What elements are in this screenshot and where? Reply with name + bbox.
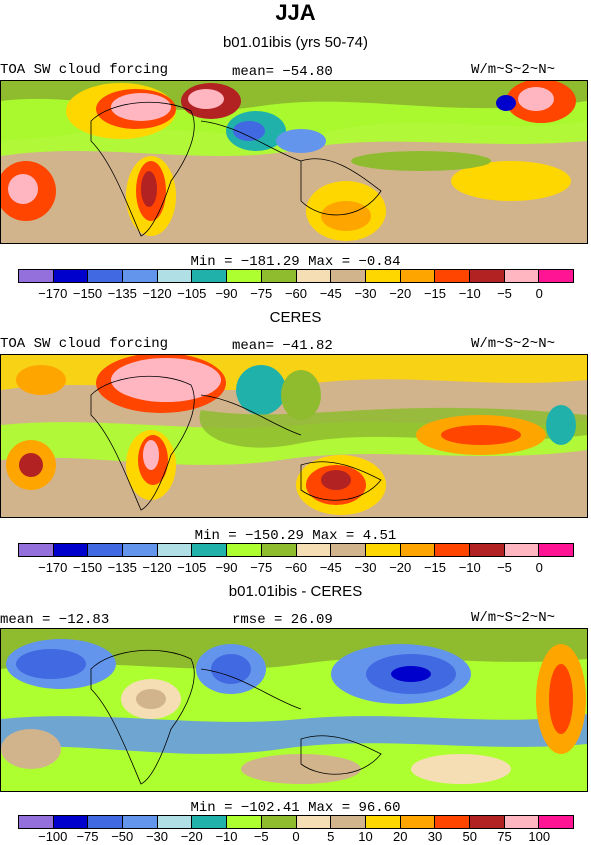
colorbar-tick-label: −50 bbox=[111, 829, 134, 844]
panel-1-map bbox=[0, 80, 588, 244]
colorbar-tick-label: −60 bbox=[284, 286, 308, 301]
colorbar-tick-label: 10 bbox=[358, 829, 373, 844]
colorbar-tick-label: −5 bbox=[497, 286, 512, 301]
colorbar-tick-label: −30 bbox=[354, 286, 377, 301]
colorbar-tick-label: −150 bbox=[72, 286, 103, 301]
panel-1-colorbar-labels: −170 −150 −135 −120 −105 −90 −75 −60 −45… bbox=[18, 286, 574, 302]
panel-1-mean-label: mean= −54.80 bbox=[232, 64, 333, 80]
colorbar-tick-label: −10 bbox=[458, 286, 481, 301]
panel-1-variable-label: TOA SW cloud forcing bbox=[0, 62, 169, 78]
season-title: JJA bbox=[275, 0, 316, 25]
panel-1-colorbar bbox=[18, 269, 574, 283]
panel-1-units-label: W/m~S~2~N~ bbox=[471, 62, 556, 78]
panel-3-map bbox=[0, 628, 588, 792]
panel-3-colorbar-labels: −100 −75 −50 −30 −20 −10 −5 0 5 10 20 30… bbox=[18, 829, 574, 845]
colorbar-tick-label: −10 bbox=[215, 829, 238, 844]
colorbar-tick-label: 75 bbox=[497, 829, 512, 844]
colorbar-tick-label: −105 bbox=[177, 286, 207, 301]
colorbar-tick-label: 5 bbox=[327, 829, 335, 844]
colorbar-tick-label: −15 bbox=[423, 560, 447, 575]
colorbar-tick-label: −30 bbox=[145, 829, 169, 844]
colorbar-tick-label: −100 bbox=[38, 829, 68, 844]
panel-2-colorbar bbox=[18, 543, 574, 557]
panel-1-minmax: Min = −181.29 Max = −0.84 bbox=[190, 254, 401, 270]
colorbar-tick-label: −20 bbox=[389, 286, 412, 301]
colorbar-tick-label: −45 bbox=[319, 560, 342, 575]
panel-1-title: b01.01ibis (yrs 50-74) bbox=[222, 34, 369, 51]
colorbar-tick-label: −75 bbox=[76, 829, 99, 844]
colorbar-tick-label: −75 bbox=[250, 560, 273, 575]
panel-3-units-label: W/m~S~2~N~ bbox=[471, 610, 556, 626]
colorbar-tick-label: 0 bbox=[535, 286, 543, 301]
colorbar-tick-label: −5 bbox=[497, 560, 512, 575]
colorbar-tick-label: 0 bbox=[535, 560, 543, 575]
colorbar-tick-label: −15 bbox=[423, 286, 447, 301]
panel-2-mean-label: mean= −41.82 bbox=[232, 338, 333, 354]
colorbar-tick-label: −150 bbox=[72, 560, 103, 575]
panel-3-mean-label: mean = −12.83 bbox=[0, 612, 110, 628]
colorbar-tick-label: 20 bbox=[393, 829, 408, 844]
colorbar-tick-label: −75 bbox=[250, 286, 273, 301]
panel-3-title: b01.01ibis - CERES bbox=[228, 583, 363, 600]
colorbar-tick-label: −60 bbox=[284, 560, 308, 575]
colorbar-tick-label: −170 bbox=[38, 560, 68, 575]
colorbar-tick-label: −30 bbox=[354, 560, 377, 575]
colorbar-tick-label: −20 bbox=[389, 560, 412, 575]
colorbar-tick-label: 0 bbox=[292, 829, 300, 844]
colorbar-tick-label: −170 bbox=[38, 286, 68, 301]
colorbar-tick-label: −20 bbox=[180, 829, 203, 844]
colorbar-tick-label: 30 bbox=[427, 829, 443, 844]
panel-2-map bbox=[0, 354, 588, 518]
colorbar-tick-label: −90 bbox=[215, 560, 238, 575]
panel-2-variable-label: TOA SW cloud forcing bbox=[0, 336, 169, 352]
colorbar-tick-label: −135 bbox=[107, 560, 137, 575]
colorbar-tick-label: −105 bbox=[177, 560, 207, 575]
colorbar-tick-label: −135 bbox=[107, 286, 137, 301]
panel-2-minmax: Min = −150.29 Max = 4.51 bbox=[194, 528, 397, 544]
panel-3-rmse-label: rmse = 26.09 bbox=[232, 612, 333, 628]
colorbar-tick-label: −10 bbox=[458, 560, 481, 575]
panel-2-colorbar-labels: −170 −150 −135 −120 −105 −90 −75 −60 −45… bbox=[18, 560, 574, 576]
panel-3-minmax: Min = −102.41 Max = 96.60 bbox=[190, 800, 401, 816]
panel-2-title: CERES bbox=[269, 309, 322, 326]
colorbar-tick-label: −120 bbox=[142, 560, 172, 575]
panel-2-units-label: W/m~S~2~N~ bbox=[471, 336, 556, 352]
colorbar-tick-label: 100 bbox=[528, 829, 551, 844]
colorbar-tick-label: 50 bbox=[462, 829, 477, 844]
colorbar-tick-label: −5 bbox=[253, 829, 269, 844]
colorbar-tick-label: −45 bbox=[319, 286, 342, 301]
colorbar-tick-label: −90 bbox=[215, 286, 238, 301]
colorbar-tick-label: −120 bbox=[142, 286, 172, 301]
panel-3-colorbar bbox=[18, 815, 574, 829]
